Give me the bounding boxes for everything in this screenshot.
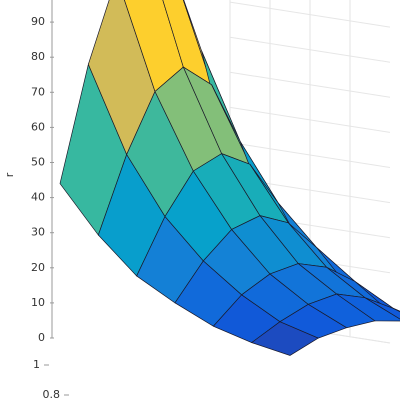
grid-line	[229, 71, 391, 98]
surface-patch	[364, 297, 400, 320]
surface-patch	[354, 281, 400, 314]
z-tick-label: 70	[31, 85, 45, 98]
surface-patch	[393, 308, 400, 313]
z-axis-label: r	[3, 172, 16, 177]
y-tick-label: 0.8	[43, 388, 61, 400]
z-tick-label: 90	[31, 15, 45, 28]
z-tick-label: 10	[31, 296, 45, 309]
z-tick-label: 50	[31, 156, 45, 169]
z-tick-label: 30	[31, 226, 45, 239]
z-tick-label: 20	[31, 261, 45, 274]
grid-line	[229, 36, 391, 63]
grid-line	[229, 106, 391, 133]
surface-patch	[336, 293, 400, 322]
grid-line	[229, 1, 391, 28]
z-tick-label: 0	[38, 331, 45, 344]
y-tick-label: 1	[33, 358, 40, 371]
z-tick-label: 60	[31, 120, 45, 133]
z-tick-label: 80	[31, 50, 45, 63]
grid-line	[229, 142, 391, 168]
z-tick-label: 40	[31, 191, 45, 204]
